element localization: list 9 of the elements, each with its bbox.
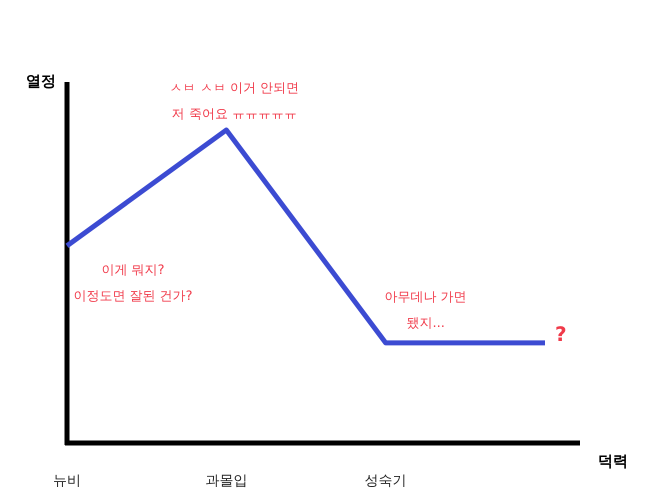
x-axis-title: 덕력 xyxy=(598,452,628,470)
annotation: 아무데나 가면 됐지... xyxy=(384,290,467,331)
annotation: 이게 뭐지? 이정도면 잘된 건가? xyxy=(73,262,193,304)
annotation: ㅅㅂ ㅅㅂ 이거 안되면 저 죽어요 ㅠㅠㅠㅠㅠ xyxy=(170,81,300,122)
y-axis-title: 열정 xyxy=(26,72,56,90)
x-tick-label: 뉴비 xyxy=(53,473,81,489)
annotation: ? xyxy=(555,322,567,346)
x-tick-label: 성숙기 xyxy=(364,473,407,489)
x-tick-label: 과몰입 xyxy=(205,473,248,489)
